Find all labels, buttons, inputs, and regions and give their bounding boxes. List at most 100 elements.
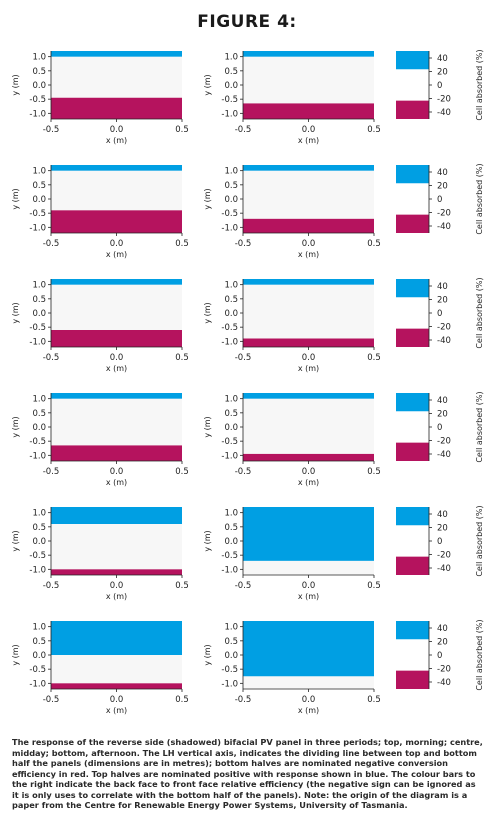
x-tick-label-r1c1: 0.0 xyxy=(110,125,124,135)
positive-region-r5c1 xyxy=(51,507,182,524)
x-axis-label-r4c1: x (m) xyxy=(106,478,127,487)
y-tick-label-r4c1: 1.0 xyxy=(32,395,46,405)
y-tick-label-r1c1: 1.0 xyxy=(32,53,46,63)
x-tick-label-r2c2: -0.5 xyxy=(235,239,252,249)
y-axis-label-r5c1: y (m) xyxy=(11,530,20,551)
x-tick-label-r5c1: 0.0 xyxy=(110,581,124,591)
y-tick-label-r2c2: -1.0 xyxy=(221,223,238,233)
positive-region-r1c1 xyxy=(51,51,182,57)
x-tick-label-r4c2: 0.0 xyxy=(302,467,316,477)
x-tick-label-r1c1: 0.5 xyxy=(175,125,189,135)
colorbar-tick-label-row4: 20 xyxy=(437,410,448,420)
colorbar-tick-label-row6: -40 xyxy=(437,678,451,688)
positive-region-r1c2 xyxy=(243,51,374,57)
x-tick-label-r6c2: 0.0 xyxy=(302,695,316,705)
y-axis-label-r3c2: y (m) xyxy=(203,302,212,323)
y-tick-label-r6c2: 1.0 xyxy=(224,623,238,633)
colorbar-negative-row4 xyxy=(396,442,429,461)
y-tick-label-r1c1: 0.0 xyxy=(32,81,46,91)
y-axis-label-r4c1: y (m) xyxy=(11,416,20,437)
y-tick-label-r2c2: 0.0 xyxy=(224,195,238,205)
y-tick-label-r4c2: 0.0 xyxy=(224,423,238,433)
positive-region-r2c1 xyxy=(51,165,182,171)
positive-region-r4c1 xyxy=(51,393,182,399)
x-tick-label-r6c1: -0.5 xyxy=(43,695,60,705)
y-tick-label-r6c1: 0.0 xyxy=(32,651,46,661)
x-tick-label-r3c2: 0.5 xyxy=(367,353,381,363)
y-tick-label-r4c1: 0.0 xyxy=(32,423,46,433)
colorbar-tick-label-row4: -40 xyxy=(437,450,451,460)
colorbar-label-row1: Cell absorbed (%) xyxy=(475,49,484,120)
colorbar-tick-label-row2: 20 xyxy=(437,182,448,192)
colorbar-tick-label-row5: -20 xyxy=(437,551,451,561)
colorbar-tick-label-row2: 0 xyxy=(437,195,442,205)
colorbar-tick-label-row4: 40 xyxy=(437,396,448,406)
x-tick-label-r4c2: 0.5 xyxy=(367,467,381,477)
y-tick-label-r6c1: 1.0 xyxy=(32,623,46,633)
colorbar-tick-label-row1: 20 xyxy=(437,68,448,78)
y-tick-label-r5c2: -0.5 xyxy=(221,551,238,561)
x-axis-label-r5c1: x (m) xyxy=(106,592,127,601)
y-tick-label-r6c2: 0.5 xyxy=(224,637,238,647)
y-tick-label-r3c1: -0.5 xyxy=(29,323,46,333)
y-tick-label-r5c2: -1.0 xyxy=(221,565,238,575)
y-axis-label-r1c1: y (m) xyxy=(11,74,20,95)
colorbar-tick-label-row1: -40 xyxy=(437,108,451,118)
colorbar-tick-label-row3: -40 xyxy=(437,336,451,346)
positive-region-r4c2 xyxy=(243,393,374,399)
x-tick-label-r2c2: 0.5 xyxy=(367,239,381,249)
y-tick-label-r4c2: 1.0 xyxy=(224,395,238,405)
colorbar-neutral-row6 xyxy=(396,639,429,671)
y-tick-label-r6c1: -1.0 xyxy=(29,679,46,689)
y-tick-label-r2c2: -0.5 xyxy=(221,209,238,219)
negative-region-r3c1 xyxy=(51,330,182,347)
y-tick-label-r5c2: 0.0 xyxy=(224,537,238,547)
y-tick-label-r5c2: 0.5 xyxy=(224,523,238,533)
colorbar-tick-label-row2: 40 xyxy=(437,168,448,178)
y-tick-label-r6c1: 0.5 xyxy=(32,637,46,647)
x-tick-label-r3c1: -0.5 xyxy=(43,353,60,363)
x-axis-label-r3c2: x (m) xyxy=(298,364,319,373)
colorbar-tick-label-row6: 0 xyxy=(437,651,442,661)
x-tick-label-r1c2: 0.0 xyxy=(302,125,316,135)
y-tick-label-r3c1: 0.0 xyxy=(32,309,46,319)
x-tick-label-r5c1: -0.5 xyxy=(43,581,60,591)
y-tick-label-r2c2: 0.5 xyxy=(224,181,238,191)
colorbar-tick-label-row1: 40 xyxy=(437,54,448,64)
y-tick-label-r5c1: 0.5 xyxy=(32,523,46,533)
colorbar-tick-label-row1: 0 xyxy=(437,81,442,91)
x-tick-label-r3c1: 0.0 xyxy=(110,353,124,363)
colorbar-neutral-row1 xyxy=(396,69,429,101)
x-axis-label-r2c2: x (m) xyxy=(298,250,319,259)
y-tick-label-r5c1: 1.0 xyxy=(32,509,46,519)
y-tick-label-r3c1: 1.0 xyxy=(32,281,46,291)
y-tick-label-r4c2: -0.5 xyxy=(221,437,238,447)
colorbar-tick-label-row5: -40 xyxy=(437,564,451,574)
y-axis-label-r6c2: y (m) xyxy=(203,644,212,665)
colorbar-neutral-row3 xyxy=(396,297,429,329)
x-tick-label-r2c1: 0.5 xyxy=(175,239,189,249)
x-axis-label-r1c2: x (m) xyxy=(298,136,319,145)
positive-region-r5c2 xyxy=(243,507,374,561)
x-tick-label-r6c1: 0.0 xyxy=(110,695,124,705)
figure-caption: The response of the reverse side (shadow… xyxy=(12,737,483,810)
colorbar-label-row5: Cell absorbed (%) xyxy=(475,505,484,576)
colorbar-label-row3: Cell absorbed (%) xyxy=(475,277,484,348)
y-tick-label-r3c2: -0.5 xyxy=(221,323,238,333)
positive-region-r6c1 xyxy=(51,621,182,655)
colorbar-tick-label-row6: 20 xyxy=(437,638,448,648)
x-tick-label-r4c1: -0.5 xyxy=(43,467,60,477)
negative-region-r3c2 xyxy=(243,338,374,347)
y-tick-label-r4c1: -0.5 xyxy=(29,437,46,447)
y-axis-label-r2c1: y (m) xyxy=(11,188,20,209)
x-tick-label-r6c2: -0.5 xyxy=(235,695,252,705)
positive-region-r6c2 xyxy=(243,621,374,677)
negative-region-r4c1 xyxy=(51,445,182,461)
y-tick-label-r4c2: 0.5 xyxy=(224,409,238,419)
y-tick-label-r4c1: 0.5 xyxy=(32,409,46,419)
colorbar-label-row6: Cell absorbed (%) xyxy=(475,619,484,690)
colorbar-tick-label-row5: 20 xyxy=(437,524,448,534)
negative-region-r5c1 xyxy=(51,569,182,575)
x-axis-label-r1c1: x (m) xyxy=(106,136,127,145)
